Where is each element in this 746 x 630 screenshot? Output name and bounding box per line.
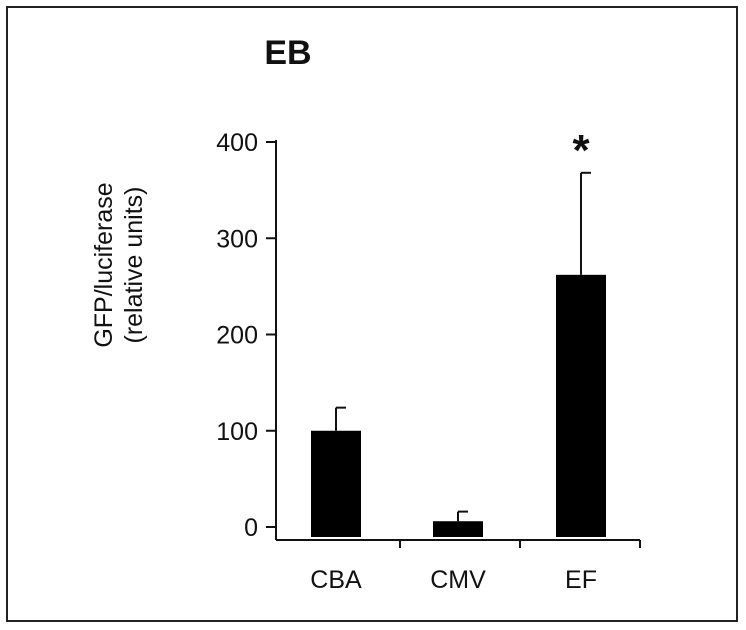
- error-bars: [335, 171, 591, 522]
- figure-frame: [6, 6, 738, 622]
- y-axis-title-line1: GFP/luciferase: [90, 182, 118, 347]
- y-tick-label: 200: [216, 322, 258, 350]
- x-axis: CBA CMV EF: [276, 539, 641, 594]
- y-tick-label: 0: [244, 514, 258, 542]
- significance-marker: *: [572, 126, 590, 175]
- y-tick-label: 400: [216, 129, 258, 157]
- y-axis-title: GFP/luciferase (relative units): [90, 182, 148, 347]
- chart-title: EB: [264, 34, 311, 72]
- bar-cmv: [433, 521, 483, 537]
- x-tick-label: CBA: [310, 566, 362, 594]
- x-tick-label: EF: [565, 566, 597, 594]
- y-tick-label: 100: [216, 418, 258, 446]
- y-axis-title-line2: (relative units): [120, 187, 148, 344]
- y-tick-label: 300: [216, 225, 258, 253]
- bar-cba: [311, 430, 361, 537]
- bars: [311, 274, 606, 537]
- x-tick-label: CMV: [430, 566, 486, 594]
- annotations: *: [572, 126, 590, 175]
- bar-ef: [556, 274, 606, 537]
- y-axis: 0 100 200 300 400: [216, 129, 277, 542]
